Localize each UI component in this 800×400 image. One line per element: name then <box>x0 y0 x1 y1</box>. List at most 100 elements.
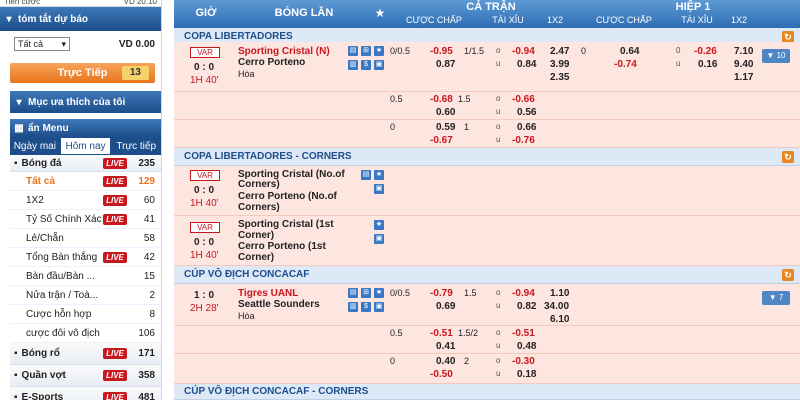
odds[interactable]: 9.40 <box>734 59 754 70</box>
tv-icon[interactable]: ▣ <box>374 234 384 244</box>
refresh-icon[interactable]: ↻ <box>782 151 794 163</box>
dollar-icon[interactable]: $ <box>361 60 371 70</box>
stats-icon[interactable]: ▤ <box>361 170 371 180</box>
live-badge: LIVE <box>103 251 127 263</box>
odds[interactable]: -0.66 <box>512 94 535 105</box>
bet-line: Tiền cược VD 20.10 <box>0 0 161 7</box>
sub-1x2[interactable]: 1X2 LIVE 60 <box>10 191 161 210</box>
tab-tomorrow[interactable]: Ngày mai <box>13 140 56 152</box>
odds[interactable]: 0.48 <box>517 341 537 352</box>
sport-basketball[interactable]: ▪ Bóng rổ LIVE 171 <box>10 343 161 365</box>
odds[interactable]: 0.59 <box>436 122 456 133</box>
summary-header[interactable]: ▾ tóm tắt dự báo <box>0 7 161 31</box>
odds[interactable]: 0.16 <box>698 59 718 70</box>
favorites-header[interactable]: ▾ Mục ưa thích của tôi <box>10 91 161 113</box>
league-name: COPA LIBERTADORES - CORNERS <box>184 151 352 162</box>
odds[interactable]: -0.79 <box>430 288 453 299</box>
odds[interactable]: 0.41 <box>436 341 456 352</box>
count: 358 <box>138 370 155 381</box>
hide-menu-header[interactable]: ▦ ẩn Menu <box>10 119 161 137</box>
odds[interactable]: -0.95 <box>430 46 453 57</box>
league-header[interactable]: COPA LIBERTADORES - CORNERS ↻ <box>174 148 800 166</box>
tv-icon[interactable]: ▣ <box>374 60 384 70</box>
odds[interactable]: -0.74 <box>614 59 637 70</box>
tv-icon[interactable]: ▣ <box>374 302 384 312</box>
odds[interactable]: -0.67 <box>430 135 453 146</box>
chart-icon[interactable]: ▥ <box>348 60 358 70</box>
match-time: 1H 40' <box>190 250 219 261</box>
filter-value: Tất cả <box>18 39 44 49</box>
col-match: BÓNG LĂN <box>274 7 334 19</box>
odds[interactable]: 2.47 <box>550 46 570 57</box>
sub-correct-score[interactable]: Tỷ Số Chính Xác LIVE 41 <box>10 210 161 229</box>
odds[interactable]: 0.60 <box>436 107 456 118</box>
odds[interactable]: 0.84 <box>517 59 537 70</box>
odds[interactable]: 7.10 <box>734 46 754 57</box>
odds[interactable]: -0.50 <box>430 369 453 380</box>
odds[interactable]: 3.99 <box>550 59 570 70</box>
sub-total-goals[interactable]: Tổng Bàn thắng LIVE 42 <box>10 248 161 267</box>
league-header[interactable]: CÚP VÔ ĐỊCH CONCACAF ↻ <box>174 266 800 284</box>
field-icon[interactable]: ⊞ <box>361 46 371 56</box>
odds[interactable]: -0.68 <box>430 94 453 105</box>
odds[interactable]: -0.51 <box>430 328 453 339</box>
under-label: u <box>496 135 501 144</box>
more-bets-button[interactable]: ▼ 7 <box>762 291 790 305</box>
filter-select[interactable]: Tất cả ▾ <box>14 37 70 51</box>
stats-icon[interactable]: ▤ <box>348 46 358 56</box>
chart-icon[interactable]: ▥ <box>348 302 358 312</box>
away-team-line2: Corners) <box>238 202 280 213</box>
odds[interactable]: 1.10 <box>550 288 570 299</box>
live-button[interactable]: Trực Tiếp 13 <box>10 63 155 83</box>
odds[interactable]: 0.56 <box>517 107 537 118</box>
odds[interactable]: 0.64 <box>620 46 640 57</box>
sub-first-last-goal[interactable]: Bàn đầu/Bàn ... 15 <box>10 267 161 286</box>
star-icon[interactable]: ★ <box>374 170 384 180</box>
sport-tennis[interactable]: ▪ Quần vợt LIVE 358 <box>10 365 161 387</box>
ou-line: 1.5/2 <box>458 328 479 338</box>
refresh-icon[interactable]: ↻ <box>782 31 794 43</box>
draw-label: Hòa <box>238 69 255 79</box>
star-icon[interactable]: ★ <box>374 220 384 230</box>
sub-half-full[interactable]: Nửa trận / Toà... 2 <box>10 286 161 305</box>
odds[interactable]: 0.82 <box>517 301 537 312</box>
match-row-alt: 0 0.59 -0.67 1 o u 0.66 -0.76 <box>174 120 800 148</box>
sub-all[interactable]: Tất cả LIVE 129 <box>10 172 161 191</box>
odds[interactable]: 0.87 <box>436 59 456 70</box>
field-icon[interactable]: ⊞ <box>361 288 371 298</box>
league-header[interactable]: CÚP VÔ ĐỊCH CONCACAF - CORNERS <box>174 384 800 400</box>
more-bets-button[interactable]: ▼ 10 <box>762 49 790 63</box>
sport-esports[interactable]: ▪ E-Sports LIVE 481 <box>10 387 161 400</box>
odds[interactable]: 0.66 <box>517 122 537 133</box>
odds[interactable]: -0.94 <box>512 46 535 57</box>
odds[interactable]: -0.26 <box>694 46 717 57</box>
star-icon[interactable]: ★ <box>374 46 384 56</box>
odds[interactable]: -0.76 <box>512 135 535 146</box>
tab-live[interactable]: Trực tiếp <box>116 140 157 152</box>
dollar-icon[interactable]: $ <box>361 302 371 312</box>
under-label: u <box>496 341 501 350</box>
sub-odd-even[interactable]: Lẻ/Chẵn 58 <box>10 229 161 248</box>
sub-mix-parlay[interactable]: Cược hỗn hợp 8 <box>10 305 161 324</box>
odds[interactable]: 0.18 <box>517 369 537 380</box>
odds[interactable]: 1.17 <box>734 72 754 83</box>
odds[interactable]: 0.69 <box>436 301 456 312</box>
odds[interactable]: 6.10 <box>550 314 570 325</box>
star-icon[interactable]: ★ <box>374 6 386 20</box>
star-icon[interactable]: ★ <box>374 288 384 298</box>
refresh-icon[interactable]: ↻ <box>782 269 794 281</box>
sport-name: Quần vợt <box>21 370 66 381</box>
sub-outright[interactable]: cược đôi vô địch 106 <box>10 324 161 343</box>
odds[interactable]: -0.94 <box>512 288 535 299</box>
odds[interactable]: 0.40 <box>436 356 456 367</box>
odds[interactable]: 2.35 <box>550 72 570 83</box>
sub-label: cược đôi vô địch <box>26 327 100 339</box>
stats-icon[interactable]: ▤ <box>348 288 358 298</box>
tab-today[interactable]: Hôm nay <box>59 137 112 155</box>
tv-icon[interactable]: ▣ <box>374 184 384 194</box>
live-badge: LIVE <box>103 194 127 206</box>
sport-football[interactable]: ▪ Bóng đá LIVE 235 <box>10 155 161 172</box>
odds[interactable]: -0.30 <box>512 356 535 367</box>
odds[interactable]: 34.00 <box>544 301 570 312</box>
odds[interactable]: -0.51 <box>512 328 535 339</box>
